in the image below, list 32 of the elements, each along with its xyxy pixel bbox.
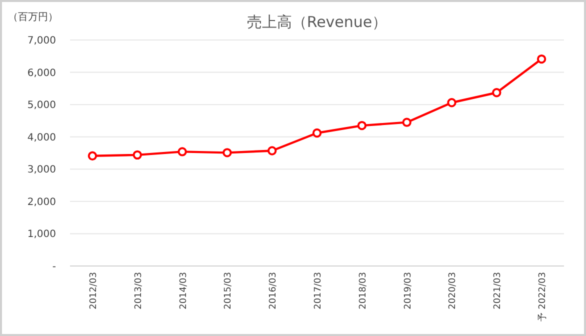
point [402, 118, 412, 127]
point [178, 147, 187, 156]
point [312, 128, 322, 138]
point [492, 88, 502, 98]
y-tick-label: 7,000 [27, 36, 56, 46]
y-tick-label: 2,000 [27, 196, 56, 208]
y-tick-label: 6,000 [27, 68, 56, 79]
y-tick-label: 4,000 [27, 132, 56, 144]
point [357, 120, 367, 130]
x-tick-label: 予 2022/03 [537, 272, 548, 322]
x-tick-label: 2014/03 [178, 272, 189, 310]
point [222, 148, 232, 158]
y-tick-label: 3,000 [27, 164, 56, 176]
point [132, 150, 142, 160]
x-tick-label: 2020/03 [448, 272, 458, 310]
y-tick-label: 5,000 [27, 100, 56, 112]
x-tick-label: 2012/03 [88, 272, 99, 310]
x-tick-label: 2018/03 [358, 272, 368, 310]
x-tick-label: 2015/03 [224, 272, 234, 310]
chart-title: 売上高（Revenue） [246, 13, 388, 31]
y-tick-label: 1,000 [27, 229, 56, 240]
x-tick-label: 2017/03 [314, 272, 324, 310]
y-axis-title: （百万円） [8, 12, 58, 23]
y-tick-label: - [52, 262, 56, 272]
x-tick-label: 2016/03 [268, 272, 279, 310]
point [88, 151, 98, 161]
x-tick-label: 2021/03 [493, 272, 504, 310]
x-tick-label: 2013/03 [134, 272, 144, 310]
point [267, 146, 277, 156]
x-tick-label: 2019/03 [403, 272, 414, 310]
point [447, 98, 456, 108]
point [536, 54, 546, 64]
